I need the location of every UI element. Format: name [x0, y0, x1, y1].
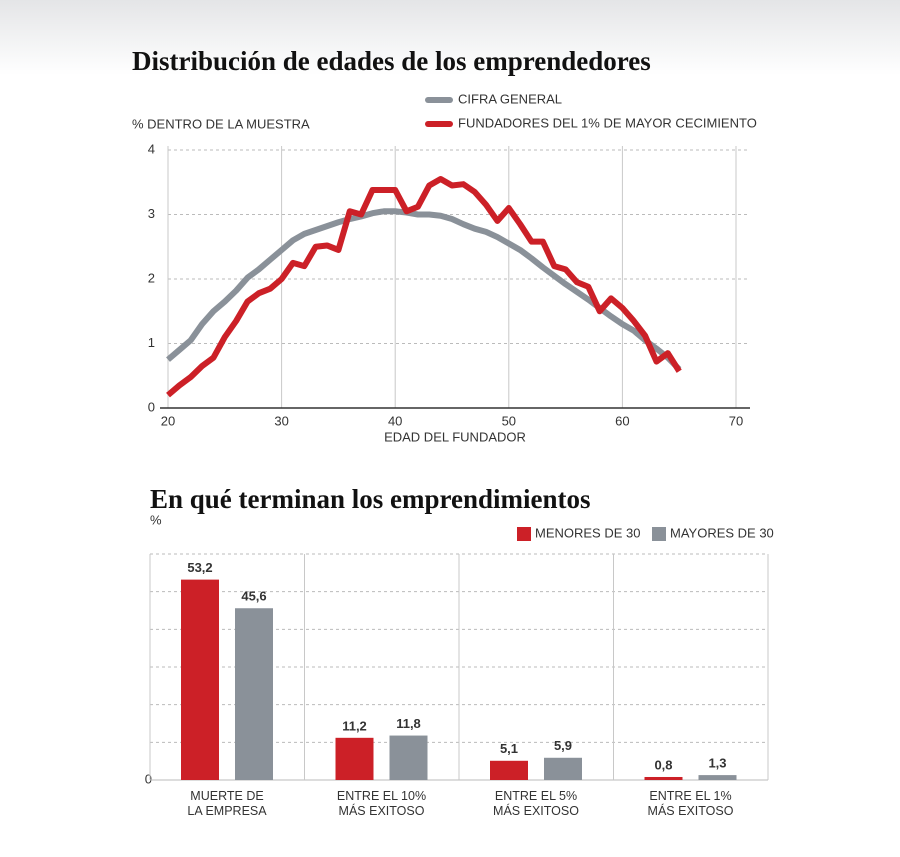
- x-tick-label: 40: [388, 413, 402, 428]
- bar: [490, 760, 528, 780]
- x-axis-label: EDAD DEL FUNDADOR: [384, 429, 526, 444]
- y-axis-label: %: [150, 512, 162, 527]
- value-label: 45,6: [241, 589, 266, 604]
- bar: [544, 757, 582, 780]
- value-label: 11,8: [396, 716, 421, 731]
- x-tick-label: ENTRE EL 10% MÁS EXITOSO: [336, 789, 427, 818]
- x-tick-label: MUERTE DE LA EMPRESA: [187, 789, 267, 818]
- x-tick-label: 60: [615, 413, 629, 428]
- y-tick-label: 1: [148, 335, 155, 350]
- y-axis-label: % DENTRO DE LA MUESTRA: [132, 116, 310, 131]
- y-tick-label: 4: [148, 141, 155, 156]
- y-tick-label: 0: [148, 399, 155, 414]
- chart-title: En qué terminan los emprendimientos: [150, 484, 591, 514]
- y-tick-label: 2: [148, 270, 155, 285]
- value-label: 5,9: [554, 738, 572, 753]
- bar: [389, 735, 428, 780]
- y-tick-label: 3: [148, 206, 155, 221]
- series-line: [166, 176, 682, 398]
- legend-swatch: [652, 527, 666, 541]
- value-label: 11,2: [342, 718, 367, 733]
- x-tick-label: 20: [161, 413, 175, 428]
- y-tick-label: 0: [145, 771, 152, 786]
- bar: [644, 776, 683, 780]
- value-label: 1,3: [708, 756, 726, 771]
- legend-label: FUNDADORES DEL 1% DE MAYOR CECIMIENTO: [458, 115, 757, 130]
- series-line: [166, 208, 682, 372]
- legend-label: MENORES DE 30: [535, 525, 640, 540]
- x-tick-label: 30: [274, 413, 288, 428]
- x-tick-label: 50: [502, 413, 516, 428]
- chart-title: Distribución de edades de los emprendedo…: [132, 46, 651, 76]
- x-tick-label: ENTRE EL 5% MÁS EXITOSO: [493, 789, 579, 818]
- legend-label: MAYORES DE 30: [670, 525, 774, 540]
- value-label: 0,8: [654, 757, 672, 772]
- bar: [698, 775, 737, 780]
- legend-swatch: [517, 527, 531, 541]
- value-label: 53,2: [187, 560, 212, 575]
- bar: [235, 608, 273, 780]
- value-label: 5,1: [500, 741, 518, 756]
- x-tick-label: ENTRE EL 1% MÁS EXITOSO: [647, 789, 734, 818]
- x-tick-label: 70: [729, 413, 743, 428]
- legend-label: CIFRA GENERAL: [458, 91, 562, 106]
- bar: [335, 737, 374, 780]
- bar: [181, 579, 219, 780]
